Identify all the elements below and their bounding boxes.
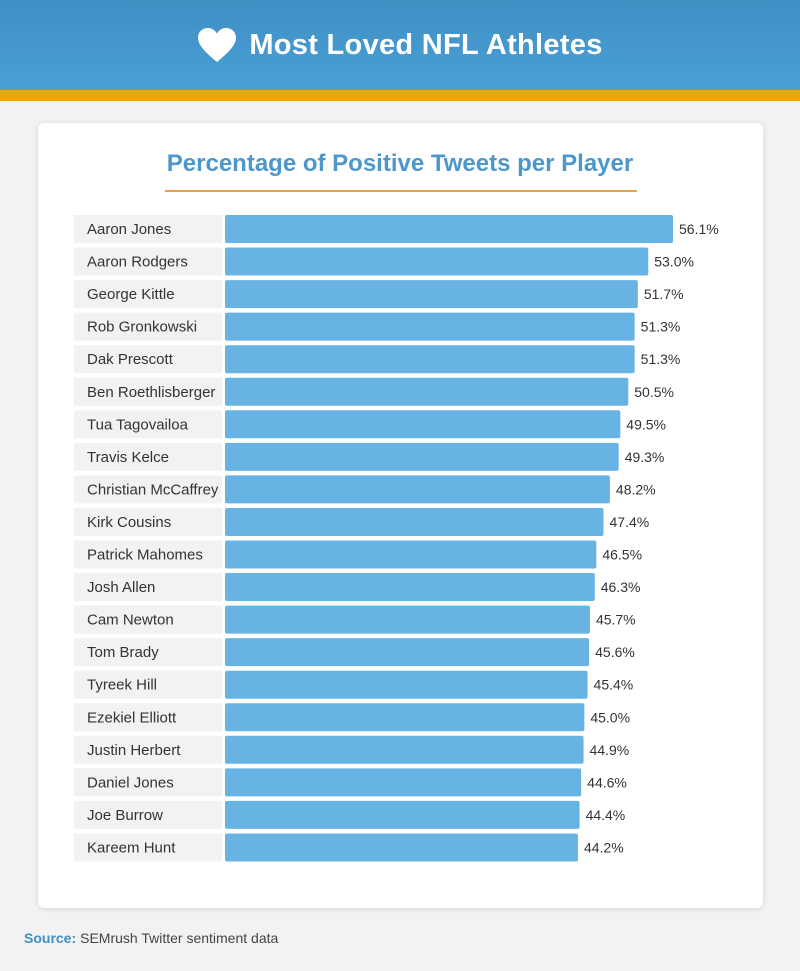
category-label: Cam Newton (87, 612, 174, 629)
category-label-bg (74, 215, 222, 243)
value-label: 50.5% (634, 384, 674, 400)
bar (225, 312, 635, 341)
bar (225, 442, 619, 471)
category-label-bg (74, 800, 222, 829)
category-label: Travis Kelce (87, 449, 169, 466)
chart-title: Percentage of Positive Tweets per Player (166, 150, 634, 177)
heart-icon (198, 28, 237, 62)
category-label: Kareem Hunt (87, 839, 176, 856)
category-label-bg (74, 540, 222, 569)
category-label: Christian McCaffrey (87, 481, 219, 498)
category-label-bg (74, 475, 222, 504)
bar (225, 377, 629, 406)
category-label: Aaron Jones (87, 221, 171, 238)
value-label: 44.6% (587, 774, 627, 790)
value-label: 45.6% (595, 644, 635, 660)
header: Most Loved NFL Athletes (0, 0, 800, 90)
category-label-bg (74, 442, 222, 471)
category-label: Tom Brady (87, 644, 159, 661)
category-label: Josh Allen (87, 579, 155, 596)
value-label: 45.4% (594, 677, 634, 693)
value-label: 49.5% (626, 416, 666, 432)
bar (225, 507, 604, 536)
bar (225, 215, 673, 243)
category-label: Justin Herbert (87, 742, 181, 759)
page-title: Most Loved NFL Athletes (249, 28, 603, 61)
value-label: 44.2% (584, 839, 624, 855)
bar (225, 345, 635, 374)
title-underline (165, 190, 637, 192)
source-text: SEMrush Twitter sentiment data (80, 930, 279, 946)
category-label: Rob Gronkowski (87, 319, 197, 336)
bar (225, 605, 590, 634)
category-label-bg (74, 247, 222, 276)
category-label: Kirk Cousins (87, 514, 171, 531)
bar (225, 573, 595, 602)
bar (225, 768, 582, 797)
category-label-bg (74, 573, 222, 602)
category-label-bg (74, 768, 222, 797)
value-label: 53.0% (654, 254, 694, 270)
category-label-bg (74, 410, 222, 439)
value-label: 44.9% (590, 742, 630, 758)
source-note: Source: SEMrush Twitter sentiment data (24, 930, 278, 946)
value-label: 46.5% (602, 547, 642, 563)
source-label: Source: (24, 930, 77, 946)
category-label-bg (74, 605, 222, 634)
header-bar (0, 0, 800, 90)
bar (225, 800, 580, 829)
value-label: 45.7% (596, 612, 636, 628)
value-label: 56.1% (679, 221, 719, 237)
category-label: Ben Roethlisberger (87, 384, 215, 401)
bar (225, 703, 585, 732)
category-label-bg (74, 638, 222, 667)
value-label: 51.3% (641, 351, 681, 367)
bar (225, 638, 590, 667)
category-label: Tyreek Hill (87, 677, 157, 694)
category-label: Joe Burrow (87, 807, 163, 824)
value-label: 47.4% (610, 514, 650, 530)
category-label: Ezekiel Elliott (87, 709, 177, 726)
category-label: Tua Tagovailoa (87, 416, 189, 433)
header-accent-stripe (0, 90, 800, 101)
bar (225, 735, 584, 764)
category-label: Dak Prescott (87, 351, 174, 368)
category-label-bg (74, 703, 222, 732)
value-label: 51.3% (641, 319, 681, 335)
category-label: Daniel Jones (87, 774, 174, 791)
category-label-bg (74, 670, 222, 699)
bar (225, 247, 649, 276)
bar (225, 670, 588, 699)
category-label-bg (74, 377, 222, 406)
category-label-bg (74, 507, 222, 536)
bar (225, 475, 610, 504)
bar (225, 410, 621, 439)
bar (225, 833, 578, 862)
category-label: Aaron Rodgers (87, 254, 188, 271)
value-label: 48.2% (616, 481, 656, 497)
value-label: 46.3% (601, 579, 641, 595)
category-label-bg (74, 735, 222, 764)
category-label-bg (74, 345, 222, 374)
value-label: 44.4% (586, 807, 626, 823)
bar (225, 280, 638, 309)
value-label: 51.7% (644, 286, 684, 302)
category-label-bg (74, 280, 222, 309)
value-label: 49.3% (625, 449, 665, 465)
category-label: Patrick Mahomes (87, 547, 203, 564)
category-label-bg (74, 312, 222, 341)
value-label: 45.0% (590, 709, 630, 725)
bar (225, 540, 597, 569)
category-label-bg (74, 833, 222, 862)
category-label: George Kittle (87, 286, 175, 303)
